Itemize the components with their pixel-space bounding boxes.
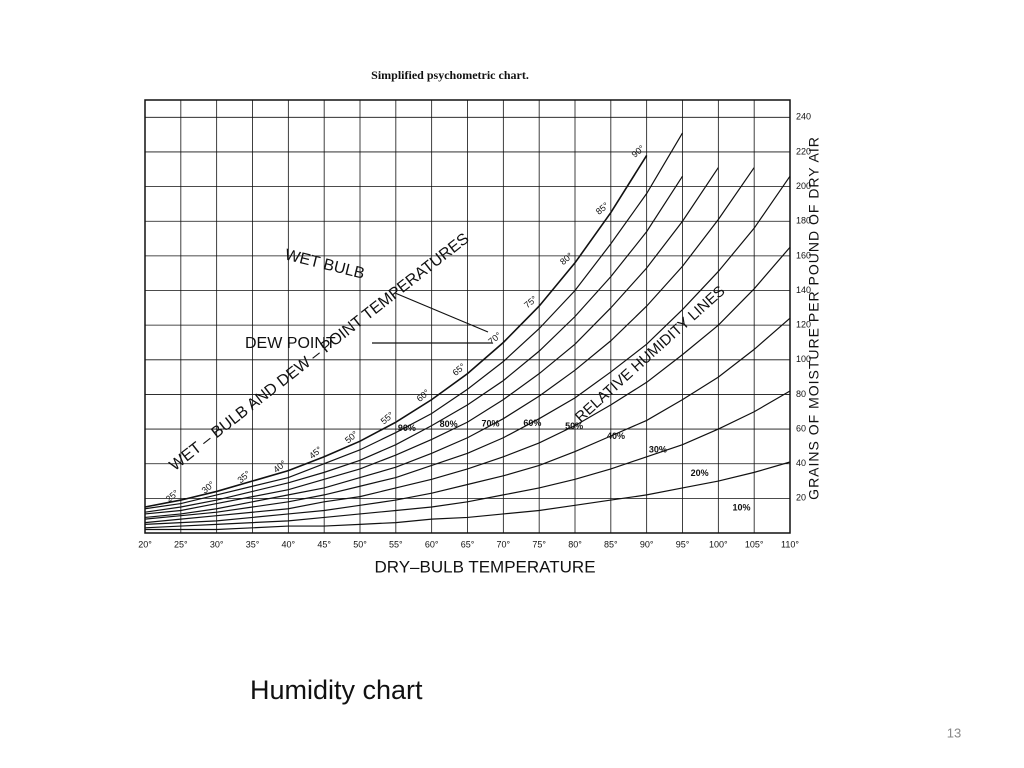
x-tick-label: 60° bbox=[425, 539, 439, 549]
x-axis-label: DRY–BULB TEMPERATURE bbox=[374, 557, 595, 576]
x-tick-label: 50° bbox=[353, 539, 367, 549]
y-tick-label: 160 bbox=[796, 250, 811, 260]
humidity-line bbox=[144, 132, 684, 510]
x-tick-label: 95° bbox=[676, 539, 690, 549]
series-label: 70% bbox=[482, 419, 500, 429]
x-tick-label: 100° bbox=[709, 539, 728, 549]
x-tick-label: 25° bbox=[174, 539, 188, 549]
humidity-line bbox=[144, 167, 719, 515]
y-tick-label: 60 bbox=[796, 423, 806, 433]
y-tick-label: 240 bbox=[796, 112, 811, 122]
y-tick-label: 40 bbox=[796, 458, 806, 468]
x-tick-label: 65° bbox=[461, 539, 475, 549]
x-tick-label: 45° bbox=[317, 539, 331, 549]
y-tick-label: 140 bbox=[796, 285, 811, 295]
x-tick-label: 20° bbox=[138, 539, 152, 549]
series-label: 40% bbox=[607, 431, 625, 441]
y-tick-label: 200 bbox=[796, 181, 811, 191]
humidity-line bbox=[144, 390, 791, 529]
annotation: DEW POINT bbox=[245, 335, 336, 352]
y-tick-label: 20 bbox=[796, 493, 806, 503]
humidity-line bbox=[144, 317, 791, 525]
caption: Humidity chart bbox=[250, 675, 423, 705]
series-label: 10% bbox=[733, 502, 751, 512]
series-label: 30% bbox=[649, 444, 667, 454]
x-tick-label: 90° bbox=[640, 539, 654, 549]
y-tick-label: 220 bbox=[796, 146, 811, 156]
x-tick-label: 110° bbox=[781, 539, 799, 549]
x-tick-label: 85° bbox=[604, 539, 618, 549]
series-label: 80% bbox=[440, 419, 458, 429]
series-label: 90% bbox=[398, 423, 416, 433]
y-tick-label: 120 bbox=[796, 320, 811, 330]
humidity-line bbox=[145, 461, 791, 531]
saturation-curve bbox=[144, 154, 648, 508]
humidity-line bbox=[144, 175, 791, 520]
humidity-line bbox=[144, 175, 684, 513]
x-tick-label: 105° bbox=[745, 539, 764, 549]
x-tick-label: 80° bbox=[568, 539, 582, 549]
y-tick-label: 80 bbox=[796, 389, 806, 399]
x-tick-label: 70° bbox=[497, 539, 511, 549]
x-tick-label: 40° bbox=[282, 539, 296, 549]
humidity-line bbox=[144, 246, 791, 524]
y-tick-label: 100 bbox=[796, 354, 811, 364]
y-tick-label: 180 bbox=[796, 216, 811, 226]
x-tick-label: 35° bbox=[246, 539, 260, 549]
page-number: 13 bbox=[947, 725, 961, 740]
x-tick-label: 75° bbox=[532, 539, 546, 549]
humidity-line bbox=[144, 167, 755, 519]
series-label: 20% bbox=[691, 468, 709, 478]
chart-title: Simplified psychometric chart. bbox=[371, 68, 529, 82]
x-tick-label: 30° bbox=[210, 539, 224, 549]
y-axis-label: GRAINS OF MOISTURE PER POUND OF DRY AIR bbox=[806, 136, 822, 500]
x-tick-label: 55° bbox=[389, 539, 403, 549]
series-label: 60% bbox=[523, 418, 541, 428]
